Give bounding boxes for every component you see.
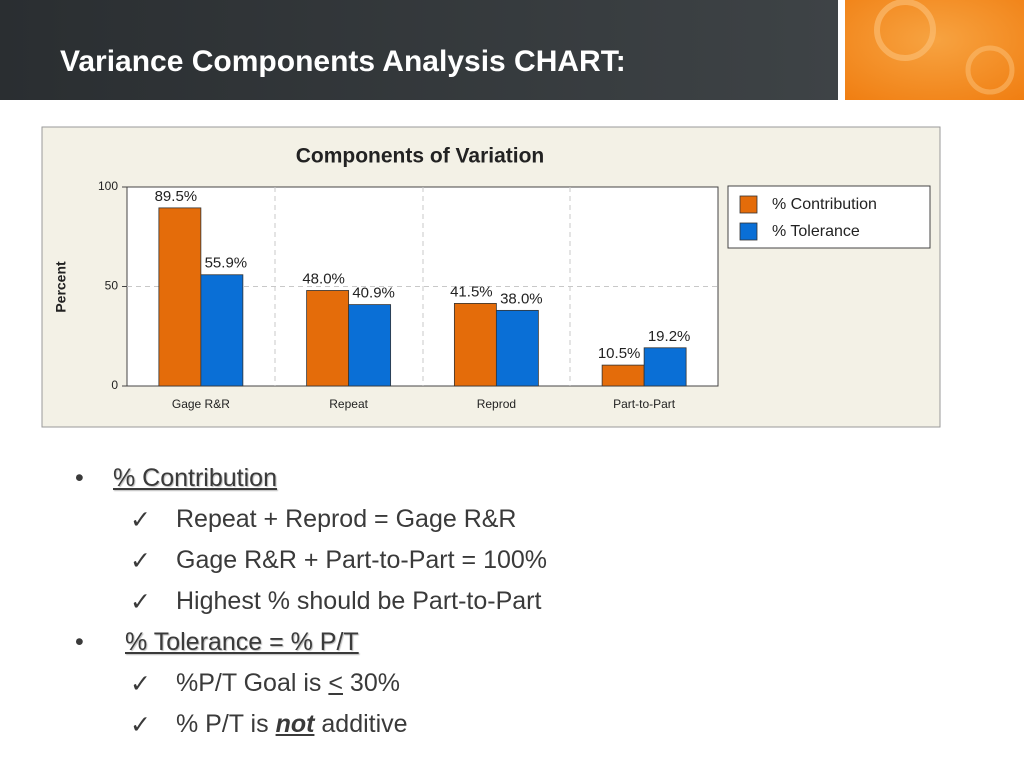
check: ✓ [130,547,151,575]
check: ✓ [130,711,151,739]
x-tick-label: Repeat [329,397,368,411]
item-text: %P/T Goal is [176,669,329,697]
legend-label: % Tolerance [772,223,860,240]
x-tick-label: Gage R&R [172,397,230,411]
bullet-item: Gage R&R + Part-to-Part = 100% [176,546,547,575]
slide-title: Variance Components Analysis CHART: [60,45,626,78]
y-tick-label: 0 [111,378,118,392]
bar [200,274,244,387]
data-label: 55.9% [205,255,248,272]
data-label: 40.9% [352,285,395,302]
data-label: 89.5% [155,188,198,205]
bullet-heading: % Contribution [113,464,277,492]
legend-label: % Contribution [772,196,877,213]
bullet-item: Repeat + Reprod = Gage R&R [176,505,516,534]
decor [965,45,1015,95]
bullet: • [75,464,84,492]
check: ✓ [130,670,151,698]
bar [158,207,202,387]
legend [727,185,931,249]
bar [643,347,687,387]
y-tick-label: 50 [105,279,119,293]
legend-swatch [739,195,758,214]
data-label: 38.0% [500,290,543,307]
item-text: Gage R&R + Part-to-Part = 100% [176,546,548,574]
data-label: 48.0% [302,270,345,287]
item-text: 30% [342,669,400,697]
item-text: not [275,710,315,738]
item-text: additive [314,710,408,738]
bar [348,304,392,387]
item-text: Repeat + Reprod = Gage R&R [176,505,517,533]
bullet-item: Highest % should be Part-to-Part [176,587,541,616]
bullet-item: % P/T is not additive [176,710,408,739]
x-tick-label: Reprod [477,397,516,411]
data-label: 19.2% [648,328,691,345]
bar [306,290,350,387]
bar [453,303,497,387]
check: ✓ [130,588,151,616]
bullet-item: %P/T Goal is < 30% [176,669,400,698]
data-label: 10.5% [598,345,641,362]
decor [874,0,936,61]
header-bar [0,0,838,100]
y-axis-label: Percent [53,261,69,313]
data-label: 41.5% [450,283,493,300]
legend-swatch [739,222,758,241]
bullet-heading: % Tolerance = % P/T [125,628,359,656]
item-text: % P/T is [176,710,276,738]
item-text: < [328,669,343,697]
chart-title: Components of Variation [296,145,545,168]
item-text: Highest % should be Part-to-Part [176,587,542,615]
check: ✓ [130,506,151,534]
bar [495,309,539,387]
x-tick-label: Part-to-Part [613,397,676,411]
bullet: • [75,628,84,656]
y-tick-label: 100 [98,179,118,193]
